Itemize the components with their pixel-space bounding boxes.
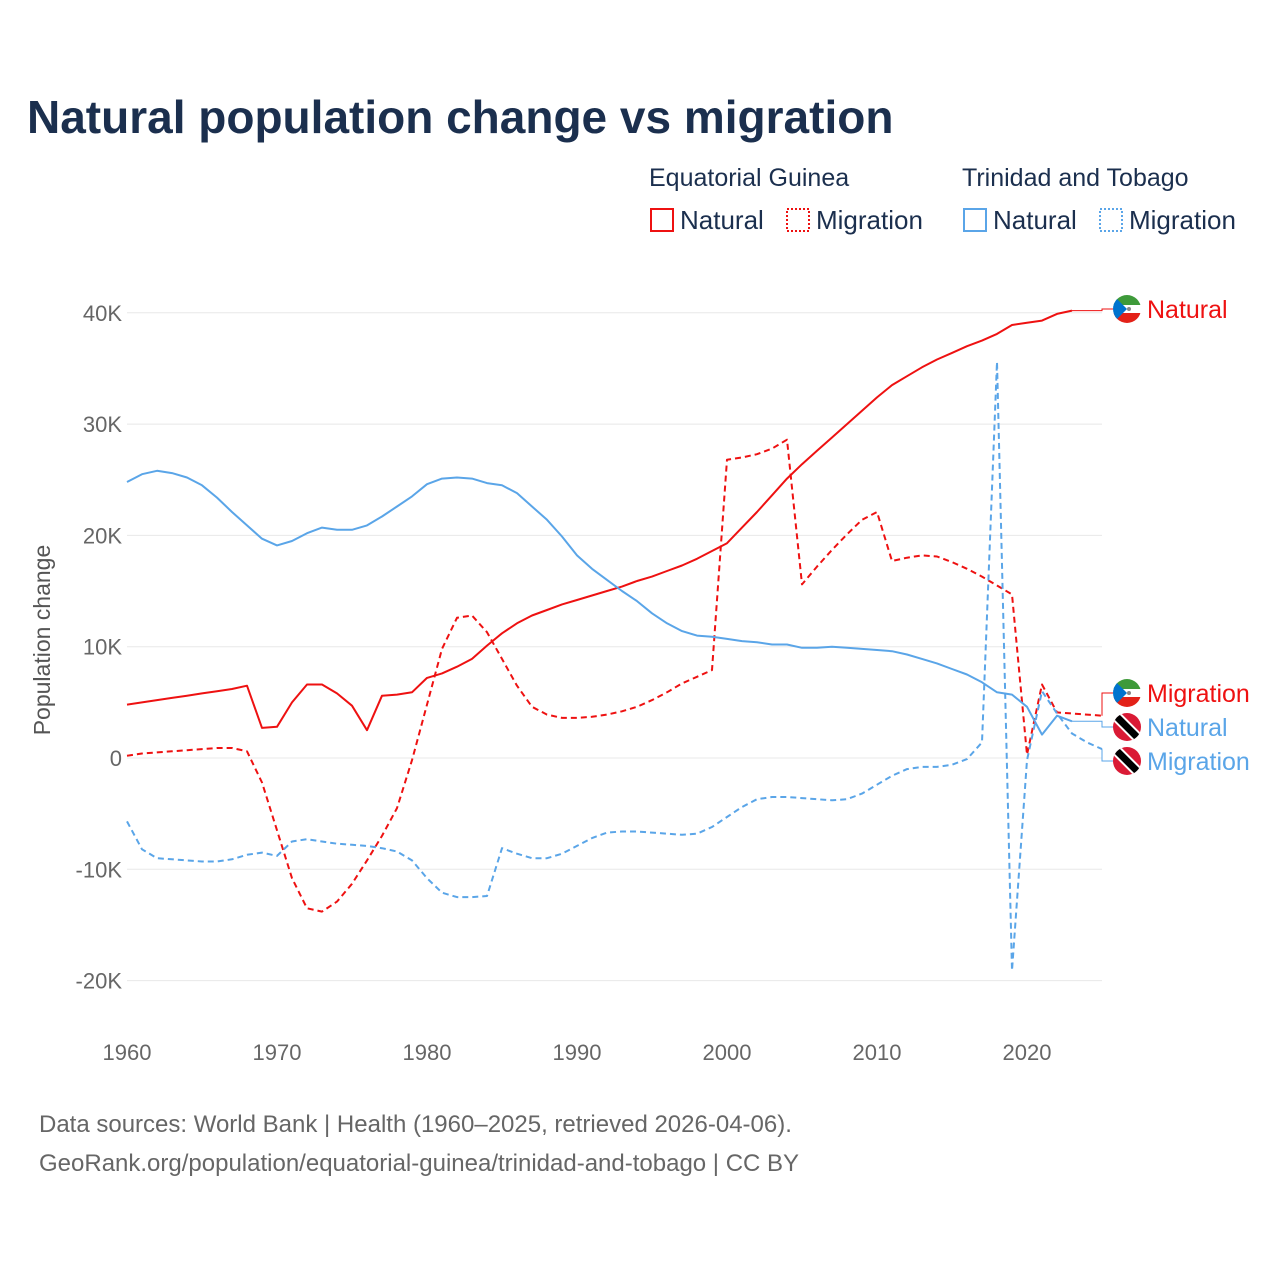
- chart-title: Natural population change vs migration: [27, 91, 893, 143]
- y-tick-label: -10K: [76, 857, 123, 882]
- end-labels: Natural Migration Natural Migration: [1072, 295, 1250, 776]
- legend-group-equatorial-guinea: Equatorial Guinea: [649, 164, 849, 192]
- y-tick-label: -20K: [76, 969, 123, 994]
- equatorial-guinea-flag-icon: [1113, 679, 1141, 707]
- series-line-trinidad-and-tobago-migration: [126, 360, 1103, 972]
- end-label-connector: [1072, 720, 1113, 728]
- end-label: Natural: [1147, 714, 1228, 742]
- legend-tt-natural[interactable]: Natural: [993, 205, 1077, 235]
- x-tick-label: 1970: [253, 1040, 302, 1065]
- legend-eg-migration[interactable]: Migration: [816, 205, 923, 235]
- x-tick-label: 1980: [403, 1040, 452, 1065]
- y-tick-label: 20K: [83, 523, 122, 548]
- series-lines: [126, 309, 1103, 972]
- series-line-equatorial-guinea-migration: [126, 438, 1103, 913]
- equatorial-guinea-flag-icon: [1113, 295, 1141, 323]
- legend-group-trinidad-and-tobago: Trinidad and Tobago: [962, 164, 1189, 192]
- end-label: Migration: [1147, 748, 1250, 776]
- footer-source: Data sources: World Bank | Health (1960–…: [39, 1111, 792, 1138]
- footer-link[interactable]: GeoRank.org/population/equatorial-guinea…: [39, 1150, 799, 1177]
- legend-swatch-eg-natural: [650, 208, 674, 232]
- series-line-equatorial-guinea-natural: [126, 309, 1073, 732]
- legend: Equatorial Guinea Natural Migration Trin…: [649, 164, 1236, 235]
- y-tick-label: 30K: [83, 412, 122, 437]
- end-label: Migration: [1147, 680, 1250, 708]
- x-tick-label: 2000: [703, 1040, 752, 1065]
- y-tick-label: 10K: [83, 635, 122, 660]
- trinidad-and-tobago-flag-icon: [1113, 747, 1141, 775]
- gridlines: [127, 312, 1102, 982]
- legend-tt-migration[interactable]: Migration: [1129, 205, 1236, 235]
- y-axis-label: Population change: [29, 545, 55, 736]
- legend-swatch-tt-natural: [963, 208, 987, 232]
- legend-eg-natural[interactable]: Natural: [680, 205, 764, 235]
- end-label-connector: [1101, 749, 1113, 762]
- x-tick-label: 1990: [553, 1040, 602, 1065]
- end-label-connector: [1072, 308, 1113, 312]
- x-tick-label: 1960: [103, 1040, 152, 1065]
- end-label-connector: [1101, 692, 1113, 716]
- series-line-trinidad-and-tobago-natural: [126, 469, 1073, 736]
- x-tick-label: 2020: [1003, 1040, 1052, 1065]
- end-label: Natural: [1147, 296, 1228, 324]
- trinidad-and-tobago-flag-icon: [1113, 713, 1141, 741]
- legend-swatch-eg-migration: [786, 208, 810, 232]
- legend-swatch-tt-migration: [1099, 208, 1123, 232]
- y-tick-label: 0: [110, 746, 122, 771]
- x-tick-label: 2010: [853, 1040, 902, 1065]
- x-axis-ticks: 1960 1970 1980 1990 2000 2010 2020: [103, 1040, 1052, 1065]
- y-tick-label: 40K: [83, 301, 122, 326]
- y-axis-ticks: -20K -10K 0 10K 20K 30K 40K: [76, 301, 123, 994]
